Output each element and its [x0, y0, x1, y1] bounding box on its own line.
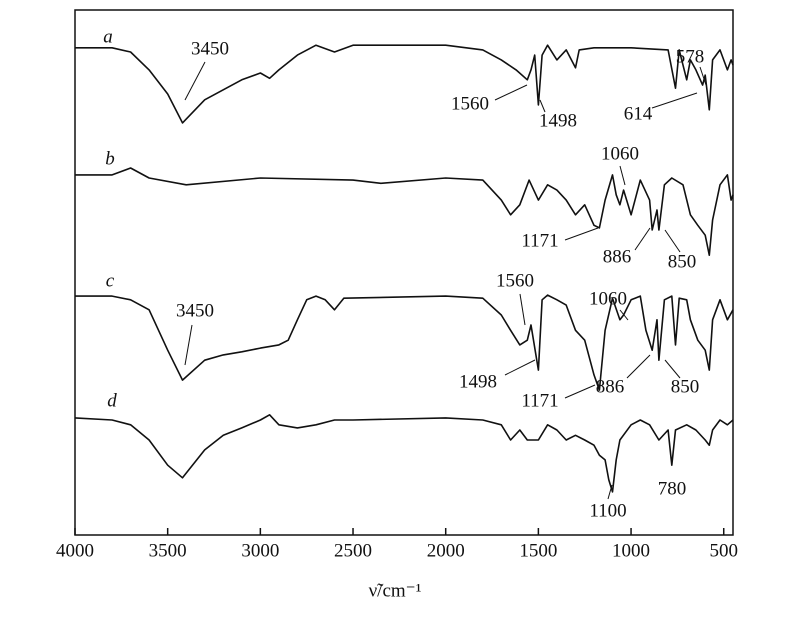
annotation-leader	[184, 61, 206, 101]
x-tick-label: 500	[709, 540, 738, 561]
peak-annotation: 1560	[496, 270, 534, 291]
peak-annotation: 1498	[459, 371, 497, 392]
x-tick-label: 3000	[241, 540, 279, 561]
peak-annotation: 850	[671, 376, 700, 397]
peak-annotation: 780	[658, 478, 687, 499]
peak-annotation: 1560	[451, 93, 489, 114]
peak-annotation: 886	[596, 376, 625, 397]
x-tick-label: 3500	[149, 540, 187, 561]
peak-annotation: 1060	[589, 288, 627, 309]
spectrum-line	[75, 294, 734, 391]
annotation-leader	[664, 359, 681, 379]
spectrum-line	[74, 414, 734, 493]
x-tick-label: 1000	[612, 540, 650, 561]
peak-annotation: 1171	[521, 230, 558, 251]
peak-annotation: 886	[603, 246, 632, 267]
annotation-leader	[619, 309, 629, 321]
peak-annotation: 1060	[601, 143, 639, 164]
annotation-leader	[699, 66, 707, 86]
x-tick-label: 2500	[334, 540, 372, 561]
peak-annotation: 614	[624, 103, 653, 124]
annotation-leader	[651, 92, 698, 109]
peak-annotation: 1171	[521, 390, 558, 411]
x-tick-label: 2000	[427, 540, 465, 561]
annotation-leader	[494, 84, 528, 101]
series-label: c	[106, 270, 115, 291]
annotation-leader	[626, 354, 651, 379]
annotation-leader	[634, 227, 651, 251]
series-label: d	[107, 390, 117, 411]
annotation-leader	[504, 359, 536, 376]
plot-frame	[74, 9, 734, 536]
peak-annotation: 1100	[589, 500, 626, 521]
peak-annotation: 3450	[191, 38, 229, 59]
series-label: b	[105, 148, 115, 169]
peak-annotation: 850	[668, 251, 697, 272]
annotation-leader	[564, 384, 596, 399]
peak-annotation: 578	[676, 46, 705, 67]
peak-annotation: 3450	[176, 300, 214, 321]
x-tick-label: 4000	[56, 540, 94, 561]
annotation-leader	[607, 484, 613, 500]
peak-annotation: 1498	[539, 110, 577, 131]
x-axis-label: ν̃/cm⁻¹	[369, 580, 422, 601]
annotation-leader	[619, 165, 626, 186]
annotation-leader	[539, 99, 546, 113]
annotation-leader	[184, 324, 193, 366]
series-label: a	[103, 26, 113, 47]
annotation-leader	[664, 229, 681, 253]
spectrum-line	[75, 44, 734, 124]
x-tick-label: 1500	[519, 540, 557, 561]
spectrum-line	[75, 167, 734, 256]
annotation-leader	[564, 227, 599, 241]
annotation-leader	[519, 293, 526, 326]
